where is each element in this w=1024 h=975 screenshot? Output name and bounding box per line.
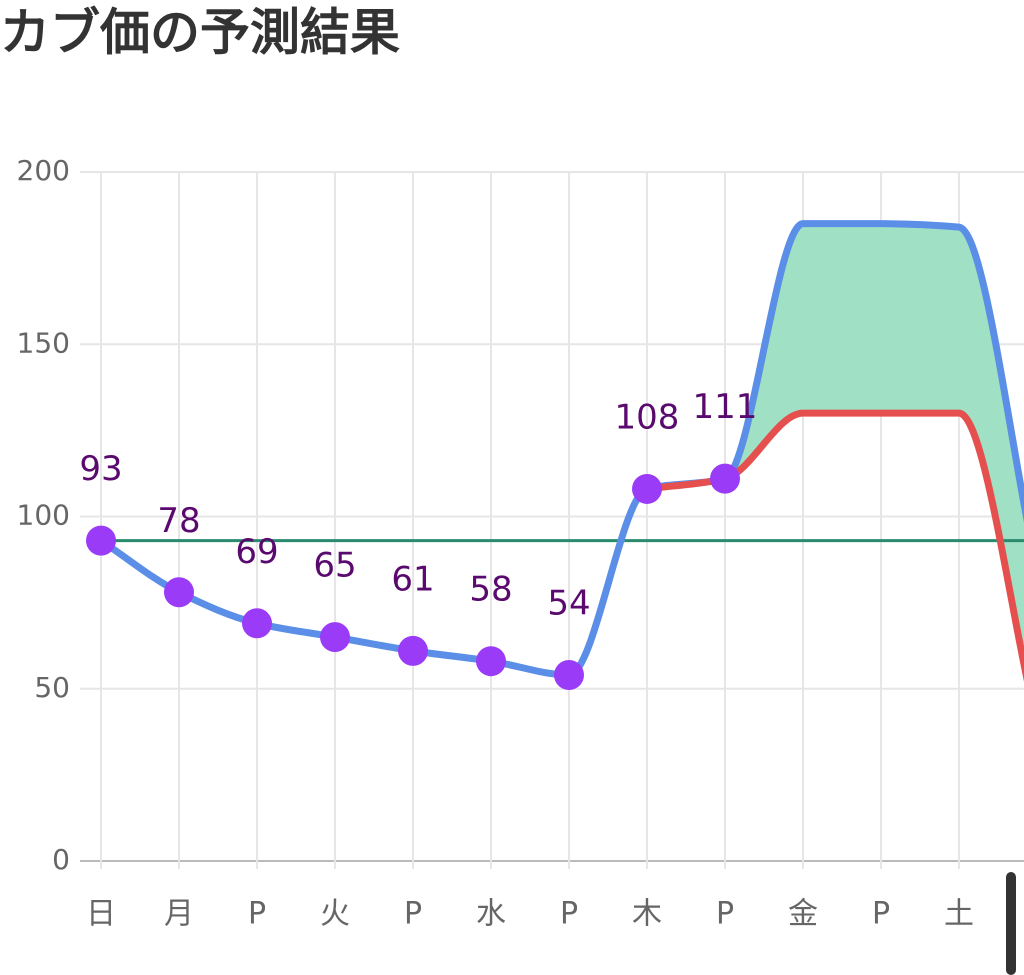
point <box>476 646 506 677</box>
x-tick-label: P <box>404 897 422 932</box>
series-line <box>643 409 1024 682</box>
y-tick-label: 200 <box>17 154 70 187</box>
point <box>164 577 194 608</box>
value-label: 65 <box>313 546 356 586</box>
point <box>632 473 662 504</box>
value-label: 93 <box>79 449 122 489</box>
value-label: 108 <box>615 397 680 437</box>
point <box>398 635 428 666</box>
value-label: 69 <box>235 532 278 572</box>
x-tick-label: 土 <box>944 897 974 932</box>
x-tick-label: 日 <box>86 897 116 932</box>
value-label: 54 <box>547 583 590 623</box>
scrollbar[interactable] <box>1006 872 1016 975</box>
value-label: 78 <box>157 501 200 541</box>
y-tick-label: 100 <box>17 499 70 532</box>
point <box>554 659 584 690</box>
x-tick-label: P <box>716 897 734 932</box>
point <box>320 622 350 653</box>
value-label: 61 <box>391 559 434 599</box>
x-tick-label: 月 <box>164 897 194 932</box>
point <box>710 463 740 494</box>
point <box>242 608 272 639</box>
y-tick-label: 0 <box>52 843 70 876</box>
point <box>86 525 116 556</box>
value-label: 111 <box>693 387 758 427</box>
y-tick-label: 150 <box>17 326 70 359</box>
value-label: 58 <box>469 570 512 610</box>
y-tick-label: 50 <box>34 671 70 704</box>
series-line <box>97 220 1024 679</box>
chart-title: カブ価の予測結果 <box>0 4 400 62</box>
x-tick-label: P <box>560 897 578 932</box>
x-tick-label: 水 <box>476 897 506 932</box>
x-tick-label: P <box>248 897 266 932</box>
range-area <box>647 223 1024 665</box>
x-tick-label: 木 <box>632 897 662 932</box>
x-tick-label: P <box>872 897 890 932</box>
x-tick-label: 金 <box>788 897 818 932</box>
x-tick-label: 火 <box>320 897 350 932</box>
